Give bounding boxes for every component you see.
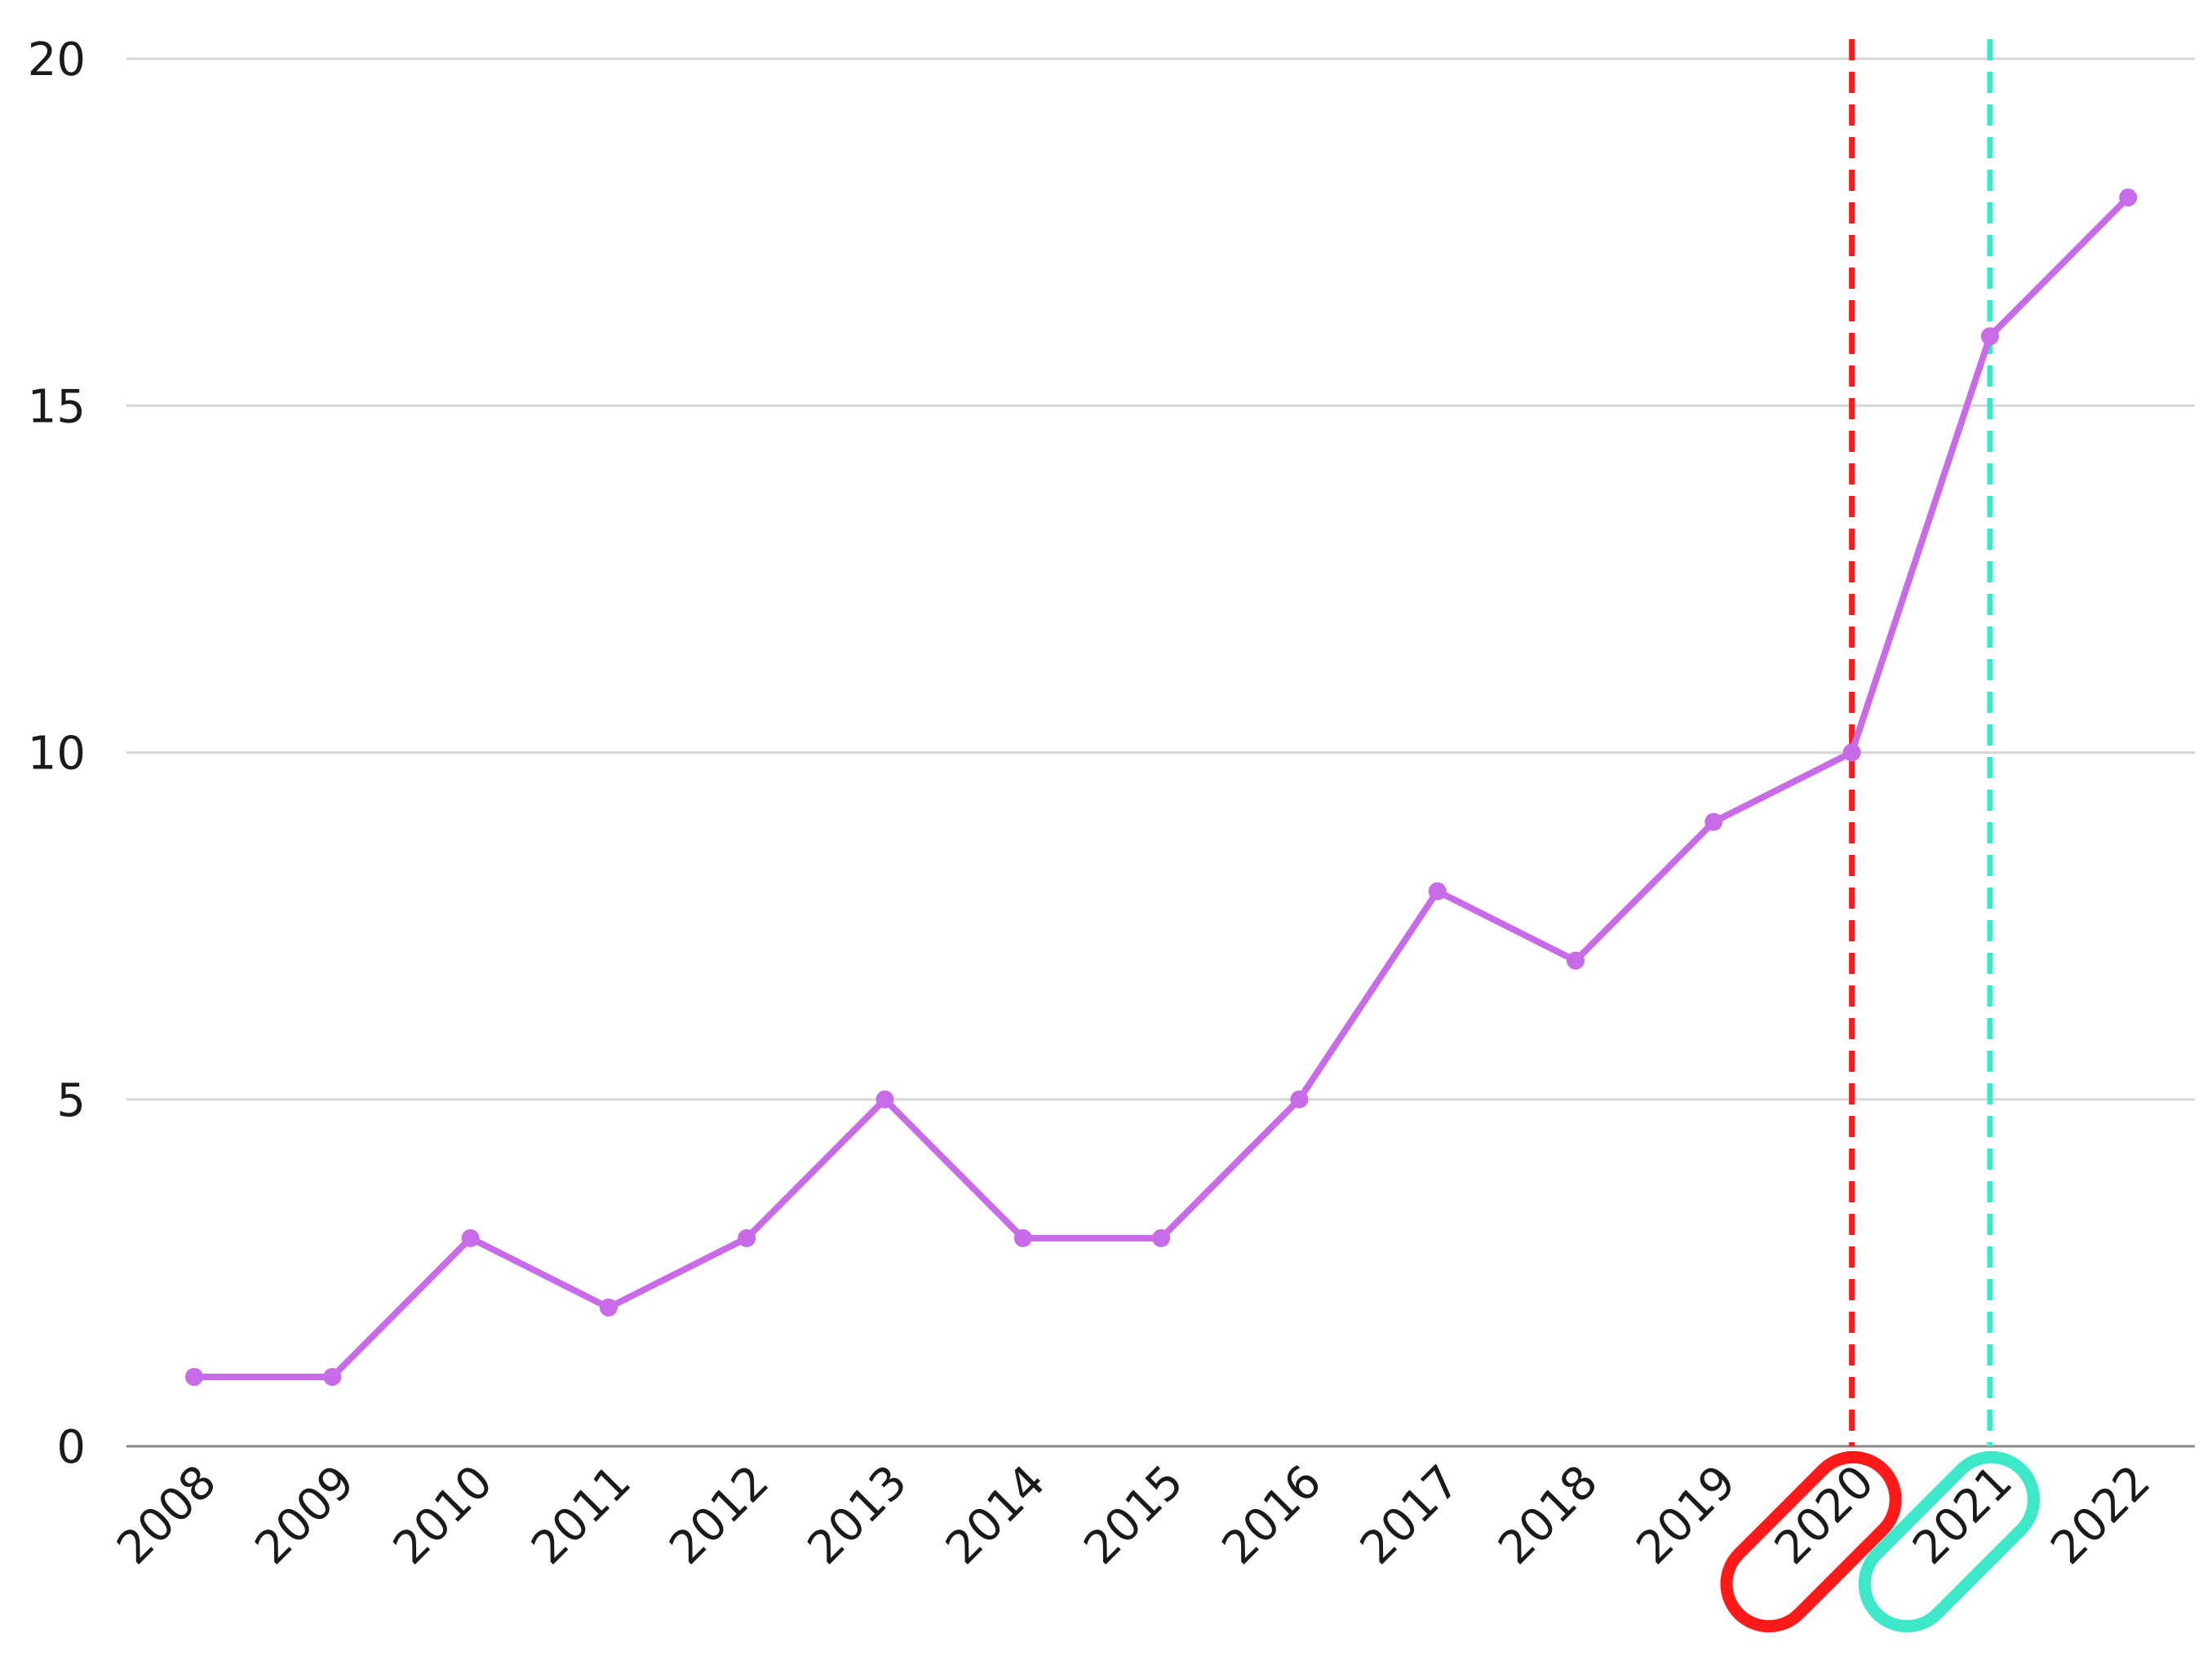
x-tick-label: 2019 [1626, 1455, 1746, 1575]
data-point-2017 [1428, 882, 1447, 901]
data-point-2020 [1842, 743, 1861, 762]
data-point-2012 [738, 1228, 756, 1247]
data-point-2021 [1980, 327, 1999, 346]
x-tick-label: 2009 [245, 1455, 365, 1575]
y-tick-label: 10 [28, 728, 86, 781]
data-point-2013 [875, 1090, 894, 1109]
data-point-2022 [2119, 188, 2138, 207]
x-tick-label: 2010 [383, 1455, 503, 1575]
data-point-2019 [1704, 812, 1723, 831]
x-tick-label: 2018 [1488, 1455, 1608, 1575]
y-tick-label: 20 [28, 33, 86, 86]
x-tick-label: 2016 [1212, 1455, 1332, 1575]
y-tick-label: 0 [56, 1421, 86, 1474]
reference-lines [1720, 39, 2041, 1633]
series-line [185, 188, 2138, 1386]
x-tick-label: 2017 [1350, 1455, 1470, 1575]
x-tick-label: 2008 [107, 1455, 227, 1575]
x-tick-label: 2013 [798, 1455, 918, 1575]
x-tick-label: 2014 [936, 1455, 1056, 1575]
data-point-2015 [1152, 1228, 1171, 1247]
data-point-2009 [323, 1367, 342, 1386]
y-tick-label: 5 [56, 1074, 86, 1127]
data-point-2014 [1013, 1228, 1032, 1247]
series-line-path [191, 194, 2132, 1380]
highlight-oval-2020 [1720, 1450, 1902, 1633]
data-point-2010 [461, 1228, 480, 1247]
data-point-2016 [1290, 1090, 1309, 1109]
x-tick-label: 2015 [1074, 1455, 1194, 1575]
highlight-oval-2021 [1858, 1450, 2041, 1633]
x-tick-label: 2022 [2041, 1455, 2161, 1575]
x-tick-label: 2012 [659, 1455, 779, 1575]
data-point-2011 [599, 1298, 618, 1317]
y-axis-ticks: 0 5 10 15 20 [28, 33, 86, 1474]
data-point-2018 [1567, 951, 1585, 970]
y-tick-label: 15 [28, 380, 86, 433]
x-tick-label: 2011 [521, 1455, 641, 1575]
data-point-2008 [185, 1367, 203, 1386]
